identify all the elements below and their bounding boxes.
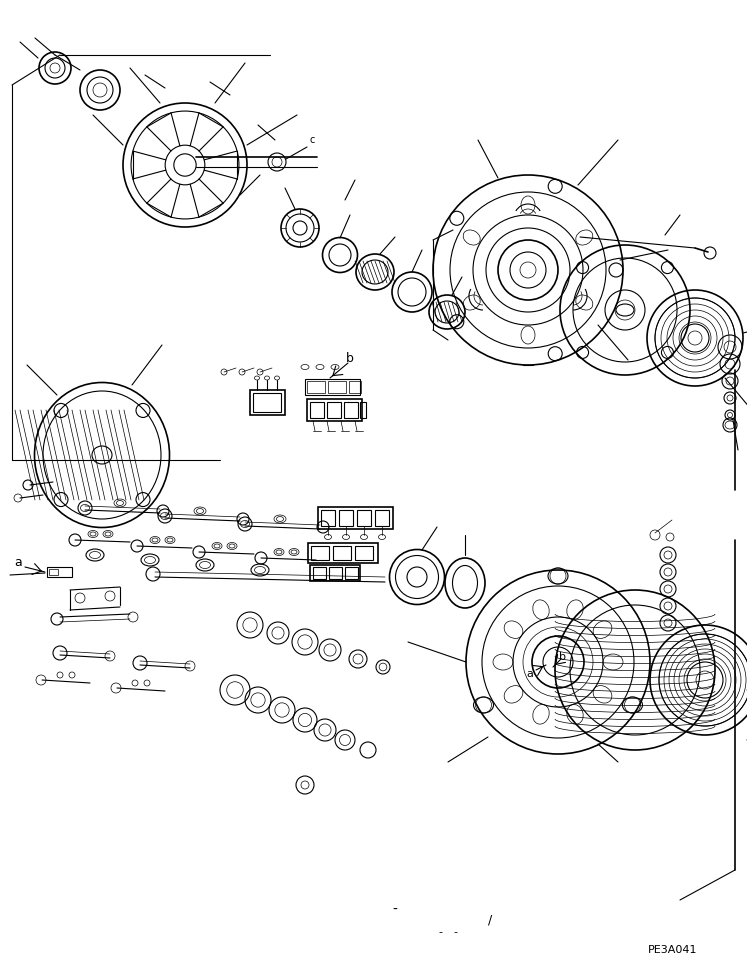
Bar	[310, 402, 324, 418]
Bar	[344, 402, 358, 418]
Bar	[328, 381, 346, 393]
Bar	[321, 510, 335, 526]
Bar	[357, 510, 371, 526]
Bar	[305, 379, 360, 395]
Bar	[307, 399, 362, 421]
Text: -: -	[393, 903, 397, 917]
Bar	[345, 567, 358, 579]
Bar	[49, 569, 58, 575]
Text: c: c	[309, 135, 314, 145]
Bar	[250, 390, 285, 415]
Text: a: a	[14, 557, 22, 569]
Bar	[310, 565, 360, 581]
Text: /: /	[488, 914, 492, 926]
Bar	[308, 543, 378, 563]
Bar	[349, 381, 361, 393]
Bar	[307, 381, 325, 393]
Bar	[329, 567, 342, 579]
Bar	[311, 546, 329, 560]
Text: -: -	[438, 927, 442, 937]
Text: b: b	[346, 351, 354, 365]
Bar	[333, 546, 351, 560]
Bar	[355, 546, 373, 560]
Bar	[253, 393, 281, 412]
Text: -: -	[453, 927, 457, 937]
Bar	[313, 567, 326, 579]
Text: a: a	[527, 669, 533, 679]
Bar	[318, 507, 393, 529]
Text: b: b	[560, 652, 566, 662]
Bar	[339, 510, 353, 526]
Text: PE3A041: PE3A041	[648, 945, 698, 955]
Bar	[47, 567, 72, 577]
Bar	[375, 510, 389, 526]
Bar	[360, 402, 366, 418]
Bar	[327, 402, 341, 418]
